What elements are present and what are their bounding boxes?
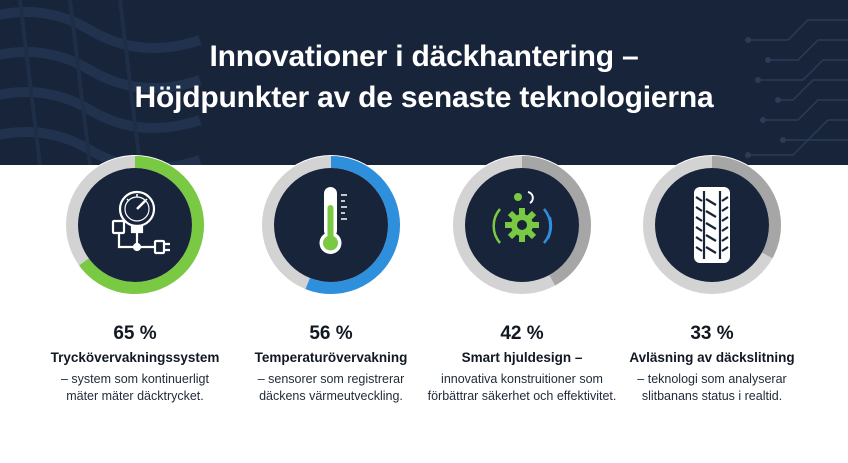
feature-description: – sensorer som registrerar däckens värme…: [231, 371, 431, 405]
ring-progress-arc: [643, 156, 781, 294]
feature-name: Smart hjuldesign –: [461, 350, 583, 365]
feature-description: innovativa konstruitioner som förbättrar…: [422, 371, 622, 405]
description-line: – system som kontinuerligt: [61, 372, 209, 386]
description-line: mäter mäter däcktrycket.: [66, 389, 204, 403]
percent-value: 65 %: [113, 323, 157, 344]
ring-progress-arc: [453, 156, 591, 294]
percent-value: 56 %: [309, 323, 353, 344]
progress-ring: [642, 155, 782, 295]
progress-ring: [452, 155, 592, 295]
ring-progress-arc: [262, 156, 400, 294]
title-line-1: Innovationer i däckhantering –: [209, 40, 639, 73]
feature-name: Trycköverv­akningssystem: [50, 350, 220, 365]
description-line: – teknologi som analyserar: [637, 372, 787, 386]
smart-gear-icon: [492, 191, 553, 244]
stat-card-temperature: 56 % Temperaturövervakning – sensorer so…: [231, 147, 431, 463]
progress-ring: [261, 155, 401, 295]
description-line: däckens värmeutveckling.: [259, 389, 403, 403]
description-line: – sensorer som registrerar: [257, 372, 405, 386]
title-line-2: Höjdpunkter av de senaste teknologierna: [134, 81, 714, 114]
percent-value: 33 %: [690, 323, 734, 344]
stat-card-smart-wheel: 42 % Smart hjuldesign – innovativa konst…: [422, 147, 622, 463]
tire-tread-decoration: [0, 0, 202, 165]
feature-description: – system som kontinuerligt mäter mäter d…: [35, 371, 235, 405]
circuit-decoration: [745, 19, 848, 158]
stat-card-tread-wear: 33 % Avläsning av däckslitning – teknolo…: [612, 147, 812, 463]
feature-description: – teknologi som analyserar slitbanans st…: [612, 371, 812, 405]
tire-tread-icon: [694, 187, 730, 263]
stat-card-pressure: 65 % Trycköverv­akningssystem – system s…: [35, 147, 235, 463]
page-title: Innovationer i däckhantering – Höjdpunkt…: [0, 36, 848, 118]
progress-ring: [65, 155, 205, 295]
pressure-gauge-icon: [111, 190, 170, 255]
feature-name: Avläsning av däckslitning: [629, 350, 795, 365]
thermometer-icon: [319, 187, 347, 254]
feature-name: Temperaturövervakning: [254, 350, 408, 365]
description-line: förbättrar säkerhet och effektivitet.: [427, 389, 617, 403]
percent-value: 42 %: [500, 323, 544, 344]
header-banner: Innovationer i däckhantering – Höjdpunkt…: [0, 0, 848, 165]
description-line: innovativa konstruitioner som: [441, 372, 603, 386]
ring-progress-arc: [66, 156, 204, 294]
description-line: slitbanans status i realtid.: [641, 389, 783, 403]
